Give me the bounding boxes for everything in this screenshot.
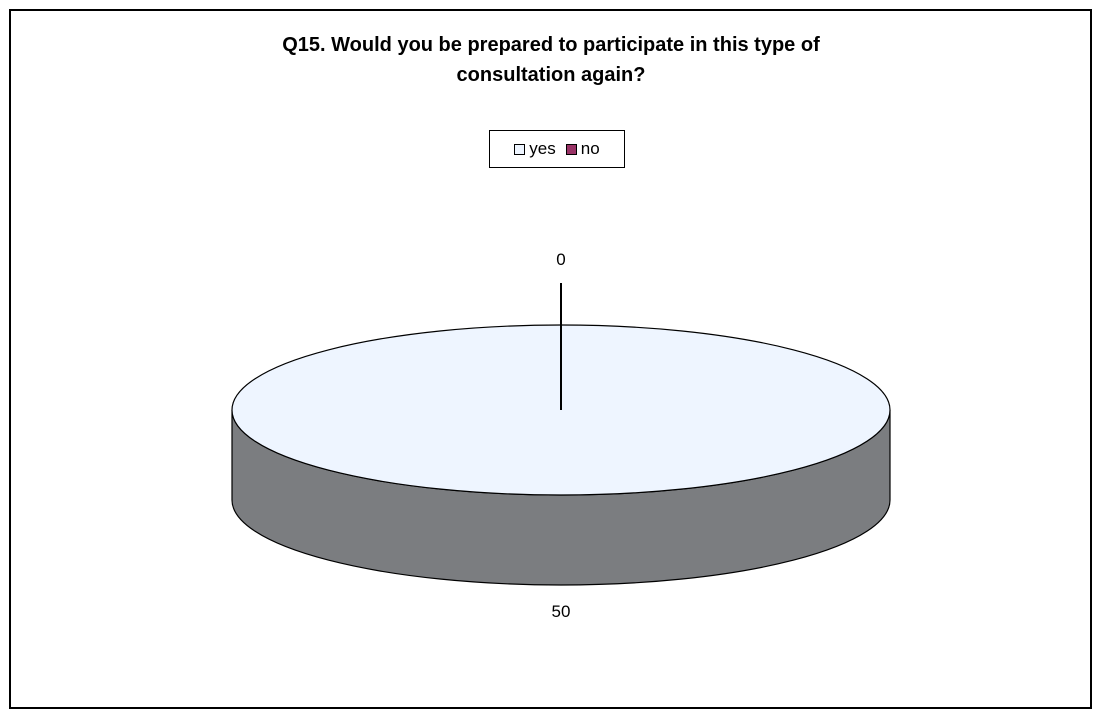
legend-item-no: no (565, 139, 600, 159)
legend-label-no: no (580, 139, 600, 158)
legend-label-yes: yes (529, 139, 556, 158)
legend-item-yes: yes (514, 139, 556, 159)
legend-swatch-no (565, 143, 577, 155)
chart-legend: yes no (489, 130, 625, 168)
chart-title: Q15. Would you be prepared to participat… (0, 30, 1102, 90)
legend-swatch-yes (514, 143, 526, 155)
chart-title-line-2: consultation again? (456, 64, 646, 86)
data-label-yes: 50 (552, 602, 571, 621)
data-label-no: 0 (556, 250, 565, 269)
pie-chart: 50 0 (231, 250, 891, 621)
chart-title-line-1: Q15. Would you be prepared to participat… (282, 34, 820, 56)
